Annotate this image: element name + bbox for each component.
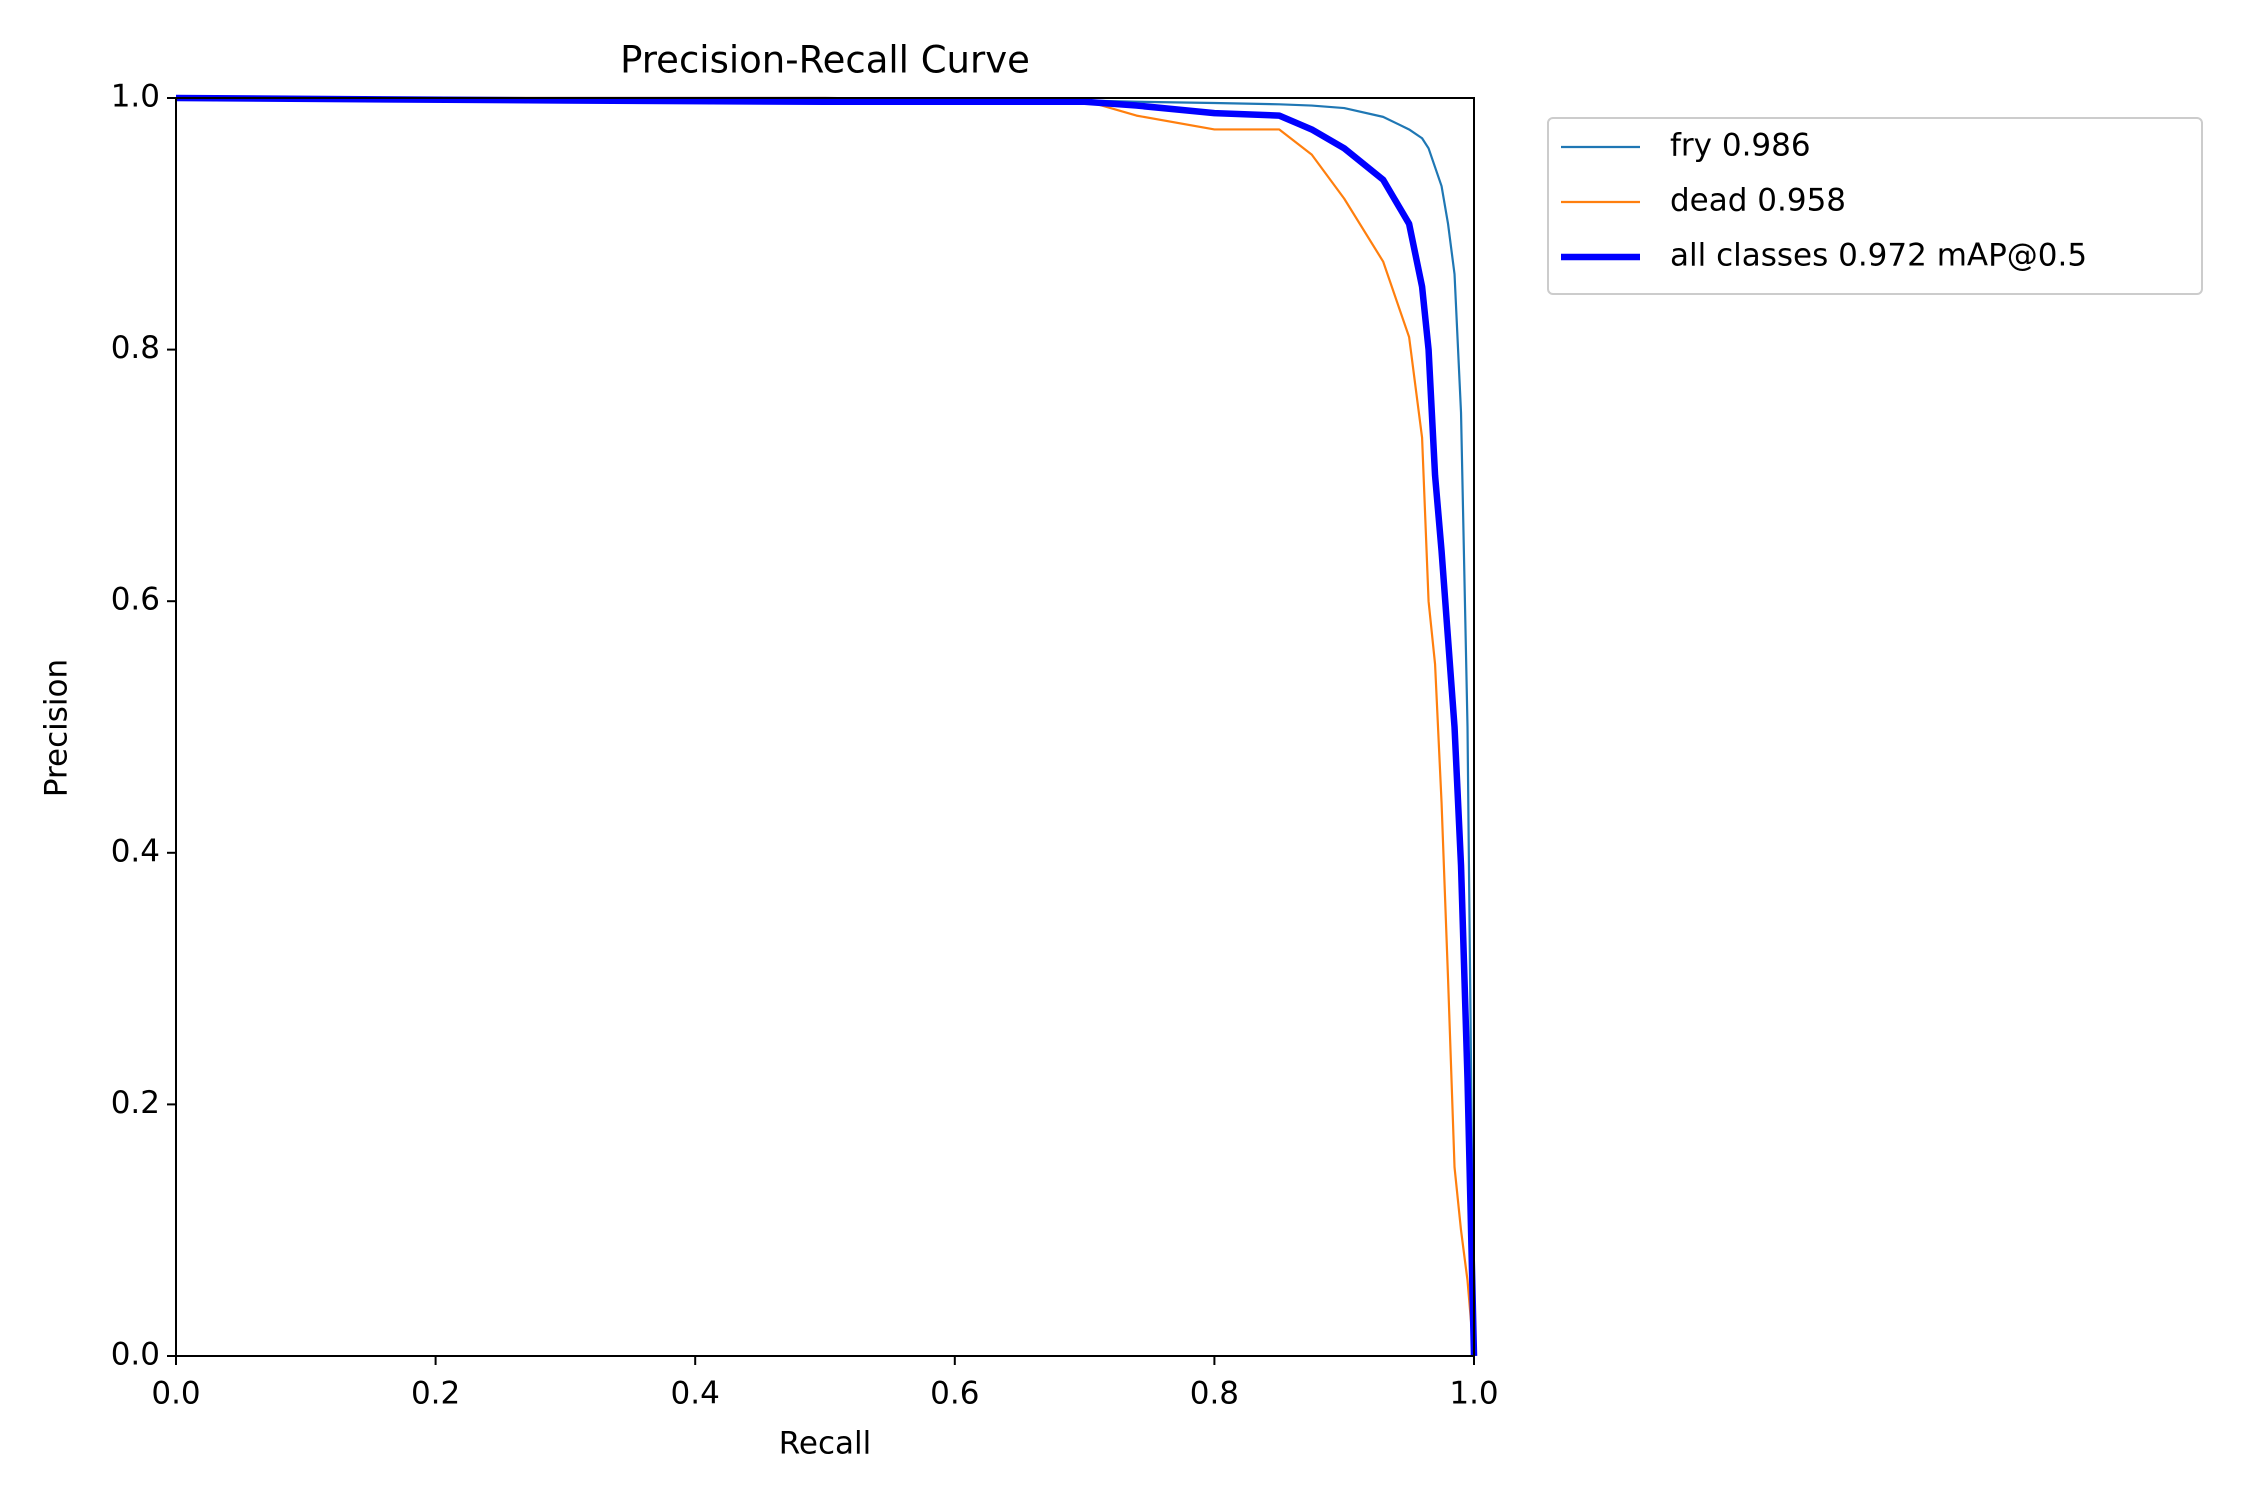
y-tick-label: 0.4 — [111, 833, 160, 869]
legend-label: all classes 0.972 mAP@0.5 — [1670, 238, 2087, 274]
x-tick-label: 1.0 — [1449, 1376, 1498, 1412]
y-tick-label: 0.2 — [111, 1085, 160, 1121]
x-tick-label: 0.4 — [671, 1376, 720, 1412]
x-tick-label: 0.6 — [930, 1376, 979, 1412]
legend-label: dead 0.958 — [1670, 183, 1846, 219]
y-tick-label: 0.6 — [111, 582, 160, 618]
chart-title: Precision-Recall Curve — [620, 39, 1030, 82]
y-tick-label: 0.0 — [111, 1337, 160, 1373]
legend-box — [1547, 117, 2203, 295]
series-line — [175, 94, 1478, 1357]
legend-label: fry 0.986 — [1670, 128, 1811, 164]
y-tick-label: 1.0 — [111, 79, 160, 115]
y-tick-label: 0.8 — [111, 330, 160, 366]
x-tick-label: 0.8 — [1190, 1376, 1239, 1412]
x-tick-label: 0.0 — [151, 1376, 200, 1412]
plot-frame — [175, 97, 1475, 1357]
x-tick-label: 0.2 — [411, 1376, 460, 1412]
y-axis-label: Precision — [39, 659, 75, 797]
x-axis-label: Recall — [779, 1426, 872, 1462]
